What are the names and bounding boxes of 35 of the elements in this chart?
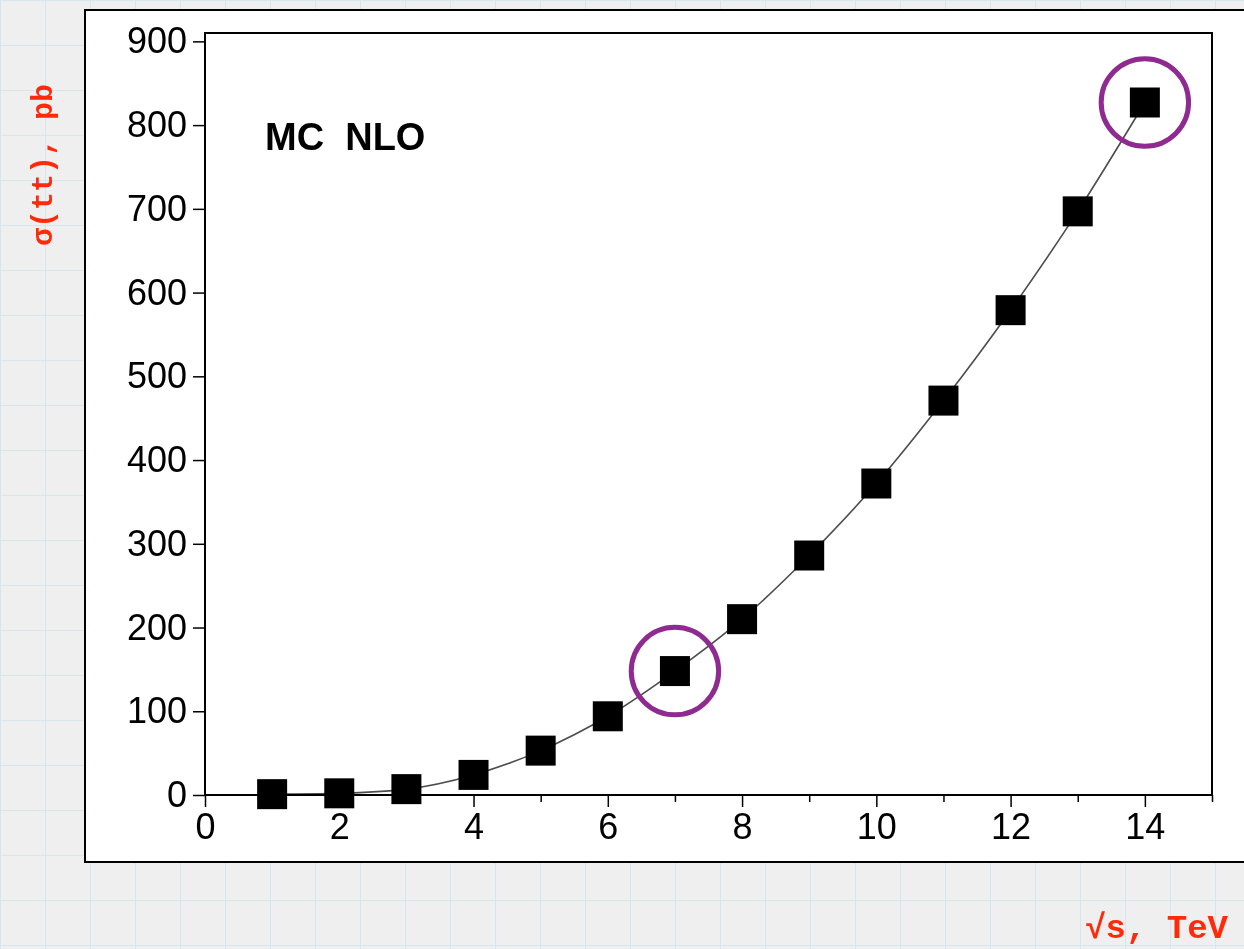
- point: [257, 779, 288, 810]
- point: [1098, 56, 1192, 149]
- y-axis-title: σ(tt), pb: [27, 83, 61, 247]
- y-tick-label: 400: [126, 439, 187, 481]
- point: [592, 701, 623, 732]
- point: [928, 385, 959, 416]
- point: [628, 624, 722, 718]
- point: [861, 468, 892, 499]
- point: [727, 604, 758, 635]
- y-tick-label: 900: [126, 20, 187, 62]
- x-tick-label: 14: [1125, 805, 1166, 847]
- x-tick-label: 4: [464, 805, 485, 847]
- point: [995, 295, 1026, 326]
- x-tick-label: 10: [856, 805, 897, 847]
- y-tick-label: 700: [126, 187, 187, 229]
- point: [391, 774, 422, 805]
- point: [1062, 196, 1093, 227]
- point: [458, 759, 489, 790]
- y-tick-label: 200: [126, 606, 187, 648]
- x-axis-title: √s, TeV: [1085, 910, 1229, 948]
- y-tick-label: 300: [126, 522, 187, 564]
- x-tick-label: 2: [329, 805, 350, 847]
- point: [794, 540, 825, 571]
- y-tick-label: 600: [126, 271, 187, 313]
- x-tick-label: 0: [195, 805, 216, 847]
- y-tick-label: 500: [126, 355, 187, 397]
- annotation: MC NLO: [265, 116, 426, 158]
- x-tick-label: 6: [598, 805, 619, 847]
- y-tick-label: 100: [126, 690, 187, 732]
- point: [324, 778, 355, 809]
- y-tick-label: 0: [166, 774, 187, 816]
- x-tick-label: 12: [991, 805, 1032, 847]
- y-tick-label: 800: [126, 104, 187, 146]
- point: [525, 735, 556, 766]
- x-tick-label: 8: [732, 805, 753, 847]
